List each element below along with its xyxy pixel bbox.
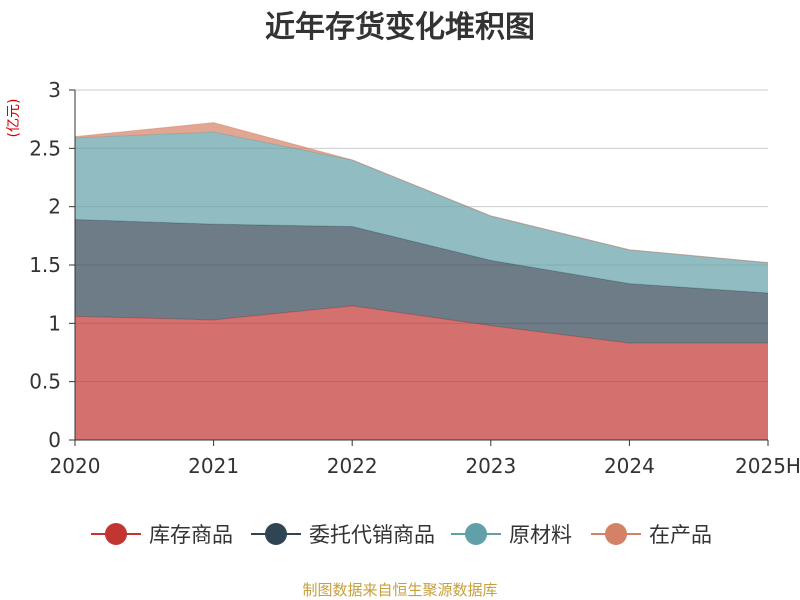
- y-tick-label: 0.5: [29, 370, 61, 394]
- legend-item-2[interactable]: 原材料: [451, 523, 572, 547]
- legend-circle-icon: [265, 523, 287, 545]
- area-series-2: [75, 132, 768, 293]
- area-series-1: [75, 219, 768, 344]
- x-tick-label: 2023: [465, 454, 516, 478]
- legend-item-0[interactable]: 库存商品: [91, 523, 233, 547]
- area-series-0: [75, 305, 768, 440]
- y-tick-label: 1: [48, 311, 61, 335]
- legend-item-3[interactable]: 在产品: [591, 523, 712, 547]
- x-tick-label: 2022: [327, 454, 378, 478]
- x-tick-label: 2021: [188, 454, 239, 478]
- y-tick-label: 2.5: [29, 136, 61, 160]
- y-tick-label: 0: [48, 428, 61, 452]
- legend-label: 原材料: [509, 523, 572, 547]
- chart-title: 近年存货变化堆积图: [265, 10, 535, 45]
- x-tick-label: 2020: [50, 454, 101, 478]
- legend-label: 库存商品: [149, 523, 233, 547]
- y-tick-label: 1.5: [29, 253, 61, 277]
- legend[interactable]: 库存商品 委托代销商品 原材料 在产品: [91, 523, 712, 547]
- legend-item-1[interactable]: 委托代销商品: [251, 523, 435, 547]
- source-note: 制图数据来自恒生聚源数据库: [302, 581, 497, 599]
- legend-circle-icon: [465, 523, 487, 545]
- legend-circle-icon: [605, 523, 627, 545]
- y-axis-unit-label: (亿元): [6, 99, 22, 138]
- area-series: [74, 122, 769, 440]
- x-tick-label: 2025H: [735, 454, 800, 478]
- y-tick-label: 2: [48, 195, 61, 219]
- axes: 0 0.5 1 1.5 2 2.5 3 2020 2021 2022 2023 2024 2025H: [29, 78, 800, 478]
- x-tick-label: 2024: [604, 454, 655, 478]
- area-series-line-3: [74, 122, 769, 264]
- legend-circle-icon: [105, 523, 127, 545]
- legend-label: 在产品: [649, 523, 712, 547]
- legend-label: 委托代销商品: [309, 523, 435, 547]
- y-tick-label: 3: [48, 78, 61, 102]
